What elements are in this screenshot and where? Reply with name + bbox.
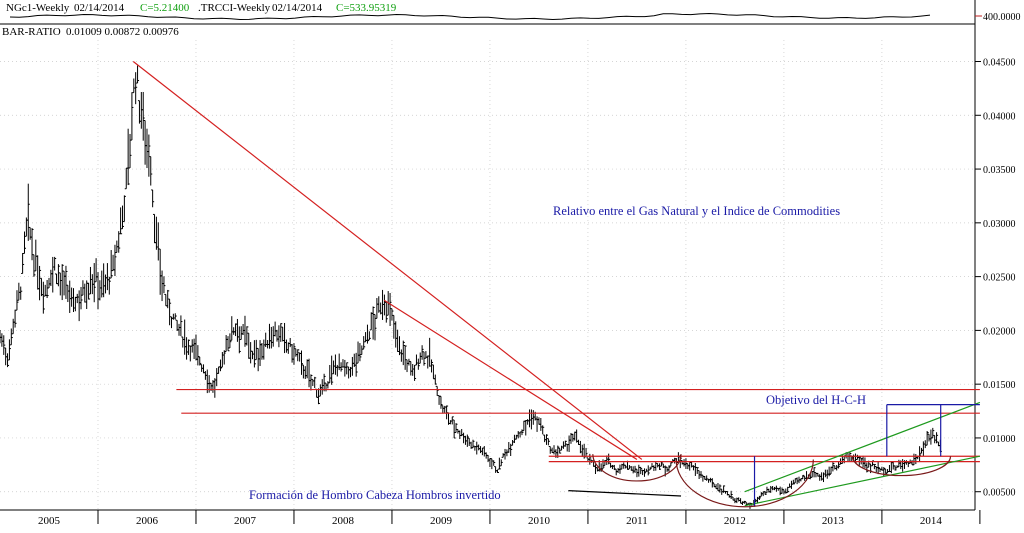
x-tick-label: 2009 (430, 515, 453, 527)
symbol2-label: .TRCCI-Weekly (198, 2, 271, 14)
ratio-label: BAR-RATIO (2, 26, 61, 38)
y-tick-label: 0.01000 (983, 434, 1016, 445)
price-bars (0, 65, 942, 509)
right-shoulder-arc (851, 456, 952, 477)
close1-label: C=5.21400 (140, 2, 190, 14)
upper-panel: NGc1-Weekly 02/14/2014 C=5.21400 .TRCCI-… (0, 0, 1021, 510)
upper-scale-label: 400.0000 (983, 12, 1021, 23)
y-tick-label: 0.04000 (983, 111, 1016, 122)
y-tick-label: 0.01500 (983, 380, 1016, 391)
symbol1-label: NGc1-Weekly (6, 2, 70, 14)
x-axis-ticks: 2005 2006 2007 2008 2009 2010 2011 2012 2013 2014 (38, 510, 981, 527)
x-tick-label: 2006 (136, 515, 159, 527)
date1-label: 02/14/2014 (74, 2, 125, 14)
y-tick-label: 0.03000 (983, 219, 1016, 230)
x-tick-label: 2013 (822, 515, 845, 527)
pattern-arcs (592, 454, 952, 508)
y-tick-label: 0.02000 (983, 326, 1016, 337)
x-tick-label: 2007 (234, 515, 257, 527)
green-channel-lower (744, 455, 981, 507)
pattern-annotation: Formación de Hombro Cabeza Hombros inver… (249, 488, 501, 502)
black-pattern-underline (568, 490, 682, 497)
annotation-lines (132, 61, 981, 507)
chart-title-annotation: Relativo entre el Gas Natural y el Indic… (553, 204, 840, 218)
red-trendline-short (383, 299, 638, 460)
x-tick-label: 2011 (626, 515, 648, 527)
y-tick-label: 0.00500 (983, 488, 1016, 499)
y-axis-ticks: 0.00500 0.01000 0.01500 0.02000 0.02500 0.030… (975, 58, 1016, 499)
x-tick-label: 2005 (38, 515, 61, 527)
close2-label: C=533.95319 (336, 2, 397, 14)
upper-panel-series-line (9, 12, 931, 21)
y-tick-label: 0.02500 (983, 273, 1016, 284)
date2-label: 02/14/2014 (272, 2, 323, 14)
x-tick-label: 2008 (332, 515, 355, 527)
x-tick-label: 2010 (528, 515, 551, 527)
y-tick-label: 0.04500 (983, 58, 1016, 69)
x-tick-label: 2014 (920, 515, 943, 527)
y-tick-label: 0.03500 (983, 165, 1016, 176)
red-trendline-long (132, 61, 643, 460)
x-tick-label: 2012 (724, 515, 746, 527)
head-arc (675, 459, 814, 508)
ratio-values: 0.01009 0.00872 0.00976 (66, 26, 179, 38)
target-annotation: Objetivo del H-C-H (766, 393, 866, 407)
